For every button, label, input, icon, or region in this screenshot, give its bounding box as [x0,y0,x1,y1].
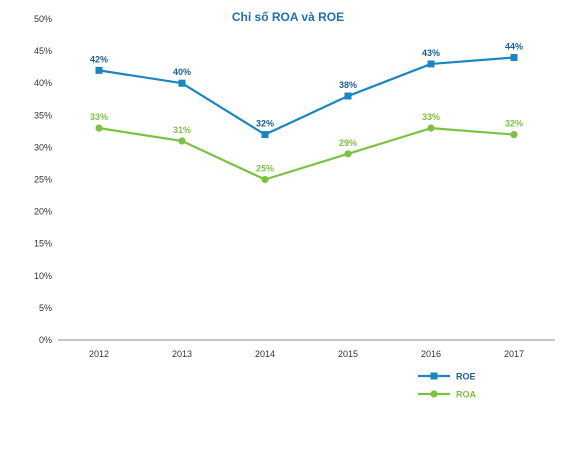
data-point-roa [344,150,352,158]
data-label-roe: 42% [90,54,108,64]
data-point-roe [95,66,103,74]
y-tick-label: 20% [34,207,52,217]
y-tick-label: 0% [39,335,52,345]
data-point-roe [178,79,186,87]
data-label-roa: 33% [90,112,108,122]
legend-marker-roa [430,390,438,398]
data-point-roa [178,137,186,145]
x-tick-label: 2012 [89,349,109,359]
y-tick-label: 30% [34,142,52,152]
data-point-roa [95,124,103,132]
series-line-roa [98,127,515,181]
data-label-roe: 32% [256,119,274,129]
data-label-roa: 33% [422,112,440,122]
data-label-roe: 43% [422,48,440,58]
data-point-roe [261,131,269,139]
data-label-roe: 44% [505,42,523,52]
data-point-roe [344,92,352,100]
x-tick-label: 2016 [421,349,441,359]
data-label-roe: 38% [339,80,357,90]
data-label-roa: 31% [173,125,191,135]
chart-title: Chỉ số ROA và ROE [231,10,345,24]
y-tick-label: 35% [34,110,52,120]
data-point-roa [261,175,269,184]
series-line-roe [98,56,515,136]
y-tick-label: 40% [34,78,52,88]
x-tick-label: 2014 [255,349,275,359]
legend-label-roe: ROE [456,372,476,382]
data-label-roa: 29% [339,138,357,148]
y-tick-label: 15% [34,239,52,249]
data-point-roa [510,130,518,139]
x-tick-label: 2015 [338,349,358,359]
data-label-roa: 25% [256,164,274,174]
y-tick-label: 10% [34,271,52,281]
data-point-roe [427,60,435,68]
data-label-roe: 40% [173,67,191,77]
legend-label-roa: ROA [456,390,477,400]
data-label-roa: 32% [505,119,523,129]
y-tick-label: 5% [39,303,52,313]
legend-marker-roe [430,372,438,380]
y-tick-label: 45% [34,46,52,56]
x-tick-label: 2013 [172,349,192,359]
data-point-roe [510,54,518,62]
data-point-roa [427,124,435,132]
y-tick-label: 50% [34,14,52,24]
y-tick-label: 25% [34,175,52,185]
x-tick-label: 2017 [504,349,524,359]
